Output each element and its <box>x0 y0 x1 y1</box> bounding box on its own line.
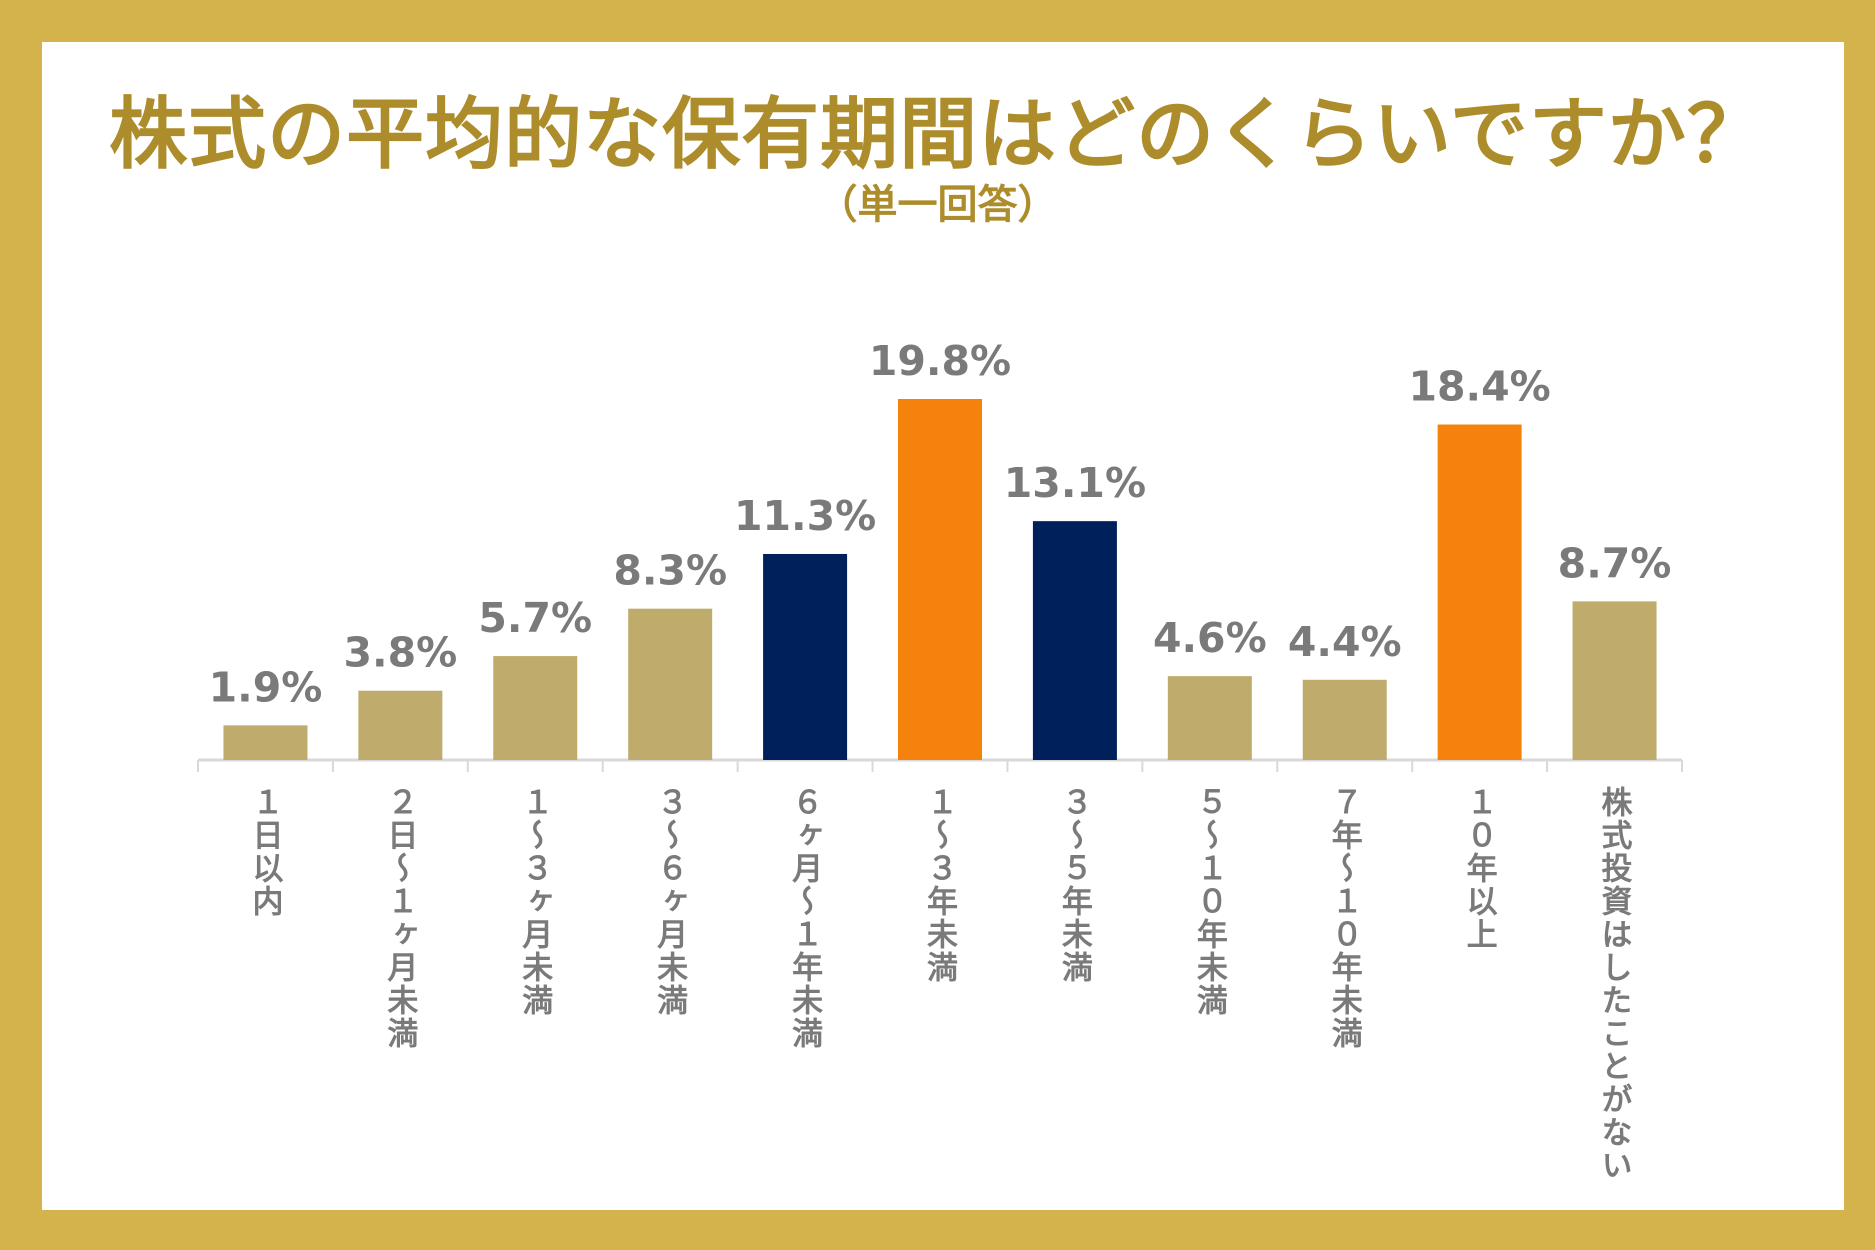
value-label-10: 18.4% <box>1409 363 1551 411</box>
category-label-8: ５〜１０年未満 <box>1190 786 1227 1017</box>
category-label-2: ２日〜１ヶ月未満 <box>381 786 418 1050</box>
value-label-7: 13.1% <box>1004 459 1146 507</box>
value-label-5: 11.3% <box>734 492 876 540</box>
value-label-8: 4.6% <box>1153 614 1267 662</box>
chart-subtitle: （単一回答） <box>817 182 1058 228</box>
category-label-3: １〜３ヶ月未満 <box>516 786 553 1017</box>
bar-6 <box>898 399 982 760</box>
category-label-7: ３〜５年未満 <box>1055 786 1092 984</box>
category-label-1: １日以内 <box>246 786 283 918</box>
value-label-4: 8.3% <box>613 547 727 595</box>
bar-1 <box>223 725 308 760</box>
bar-2 <box>358 690 443 760</box>
value-label-11: 8.7% <box>1558 539 1672 587</box>
bar-10 <box>1437 424 1522 760</box>
category-label-5: ６ヶ月〜１年未満 <box>786 786 823 1050</box>
value-label-1: 1.9% <box>209 663 323 711</box>
category-label-10: １０年以上 <box>1460 786 1497 951</box>
chart-title: 株式の平均的な保有期間はどのくらいですか？ <box>109 90 1766 180</box>
value-label-9: 4.4% <box>1288 618 1402 666</box>
bar-7 <box>1032 521 1117 760</box>
bar-4 <box>628 608 713 760</box>
bar-11 <box>1572 601 1657 760</box>
category-label-11: 株式投資はしたことがない <box>1595 786 1632 1182</box>
category-label-9: ７年〜１０年未満 <box>1325 786 1362 1050</box>
value-label-3: 5.7% <box>478 594 592 642</box>
bar-5 <box>763 553 848 760</box>
value-label-6: 19.8% <box>869 337 1011 385</box>
bar-3 <box>493 656 578 760</box>
value-label-2: 3.8% <box>344 629 458 677</box>
category-label-6: １〜３年未満 <box>921 786 957 984</box>
bar-9 <box>1302 679 1387 760</box>
bar-8 <box>1167 676 1252 760</box>
category-label-4: ３〜６ヶ月未満 <box>651 786 688 1017</box>
